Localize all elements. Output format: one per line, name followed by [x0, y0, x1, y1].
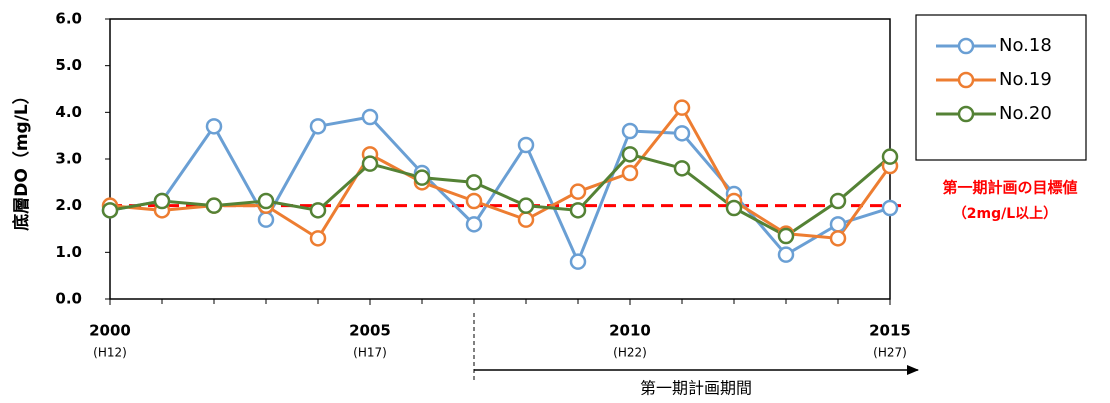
y-tick-label: 2.0	[55, 196, 82, 214]
y-axis-label: 底層DO（mg/L）	[11, 87, 32, 231]
data-point	[205, 197, 223, 214]
data-point	[569, 202, 587, 219]
x-tick-label: 2005	[349, 322, 391, 340]
x-tick-label: 2010	[609, 322, 651, 340]
legend-marker	[957, 71, 975, 89]
data-point	[101, 202, 119, 219]
data-point	[517, 136, 535, 154]
series-line	[109, 104, 892, 241]
data-point	[881, 148, 899, 165]
data-point	[309, 118, 327, 135]
data-point	[309, 202, 327, 219]
data-point	[881, 199, 899, 217]
target-label: 第一期計画の目標値	[942, 179, 1077, 197]
data-point	[777, 227, 795, 245]
x-tick-label: 2015	[869, 322, 911, 340]
series-line	[109, 152, 891, 238]
legend-label: No.18	[999, 35, 1052, 56]
data-point	[153, 192, 171, 210]
data-point	[465, 192, 483, 210]
data-point	[569, 183, 587, 200]
y-tick-label: 1.0	[55, 243, 82, 261]
data-point	[413, 169, 431, 186]
y-tick-label: 4.0	[55, 103, 82, 121]
y-tick-label: 5.0	[55, 56, 82, 74]
legend-box	[915, 14, 1087, 161]
plot-area	[109, 18, 891, 300]
data-point	[621, 146, 639, 163]
data-point	[569, 253, 587, 270]
data-point	[829, 230, 847, 247]
x-tick-label: 2000	[89, 322, 131, 340]
data-point	[517, 211, 535, 228]
y-tick-label: 0.0	[55, 290, 82, 308]
legend-marker	[957, 37, 975, 55]
y-tick-label: 6.0	[55, 10, 82, 28]
data-point	[673, 99, 691, 116]
series-line	[109, 115, 891, 266]
data-point	[257, 211, 275, 228]
data-point	[725, 199, 743, 217]
data-point	[309, 230, 327, 247]
data-point	[621, 164, 639, 182]
x-tick-sublabel: (H27)	[873, 346, 907, 360]
legend-label: No.19	[999, 69, 1052, 90]
target-sublabel: （2mg/L以上）	[953, 206, 1057, 222]
data-point	[621, 122, 639, 140]
x-tick-sublabel: (H17)	[353, 346, 387, 360]
data-point	[205, 118, 223, 135]
data-point	[673, 160, 691, 177]
data-point	[673, 125, 691, 142]
data-point	[257, 192, 275, 210]
data-point	[361, 155, 379, 172]
x-tick-sublabel: (H12)	[93, 346, 127, 360]
y-tick-label: 3.0	[55, 150, 82, 168]
data-point	[517, 197, 535, 214]
data-point	[361, 108, 379, 126]
legend-marker	[957, 105, 975, 123]
x-tick-sublabel: (H22)	[613, 346, 647, 360]
data-point	[829, 192, 847, 210]
data-point	[465, 174, 483, 191]
data-point	[829, 216, 847, 233]
data-point	[465, 216, 483, 233]
legend-label: No.20	[999, 103, 1052, 124]
data-point	[777, 246, 795, 263]
period-label: 第一期計画期間	[640, 379, 752, 398]
